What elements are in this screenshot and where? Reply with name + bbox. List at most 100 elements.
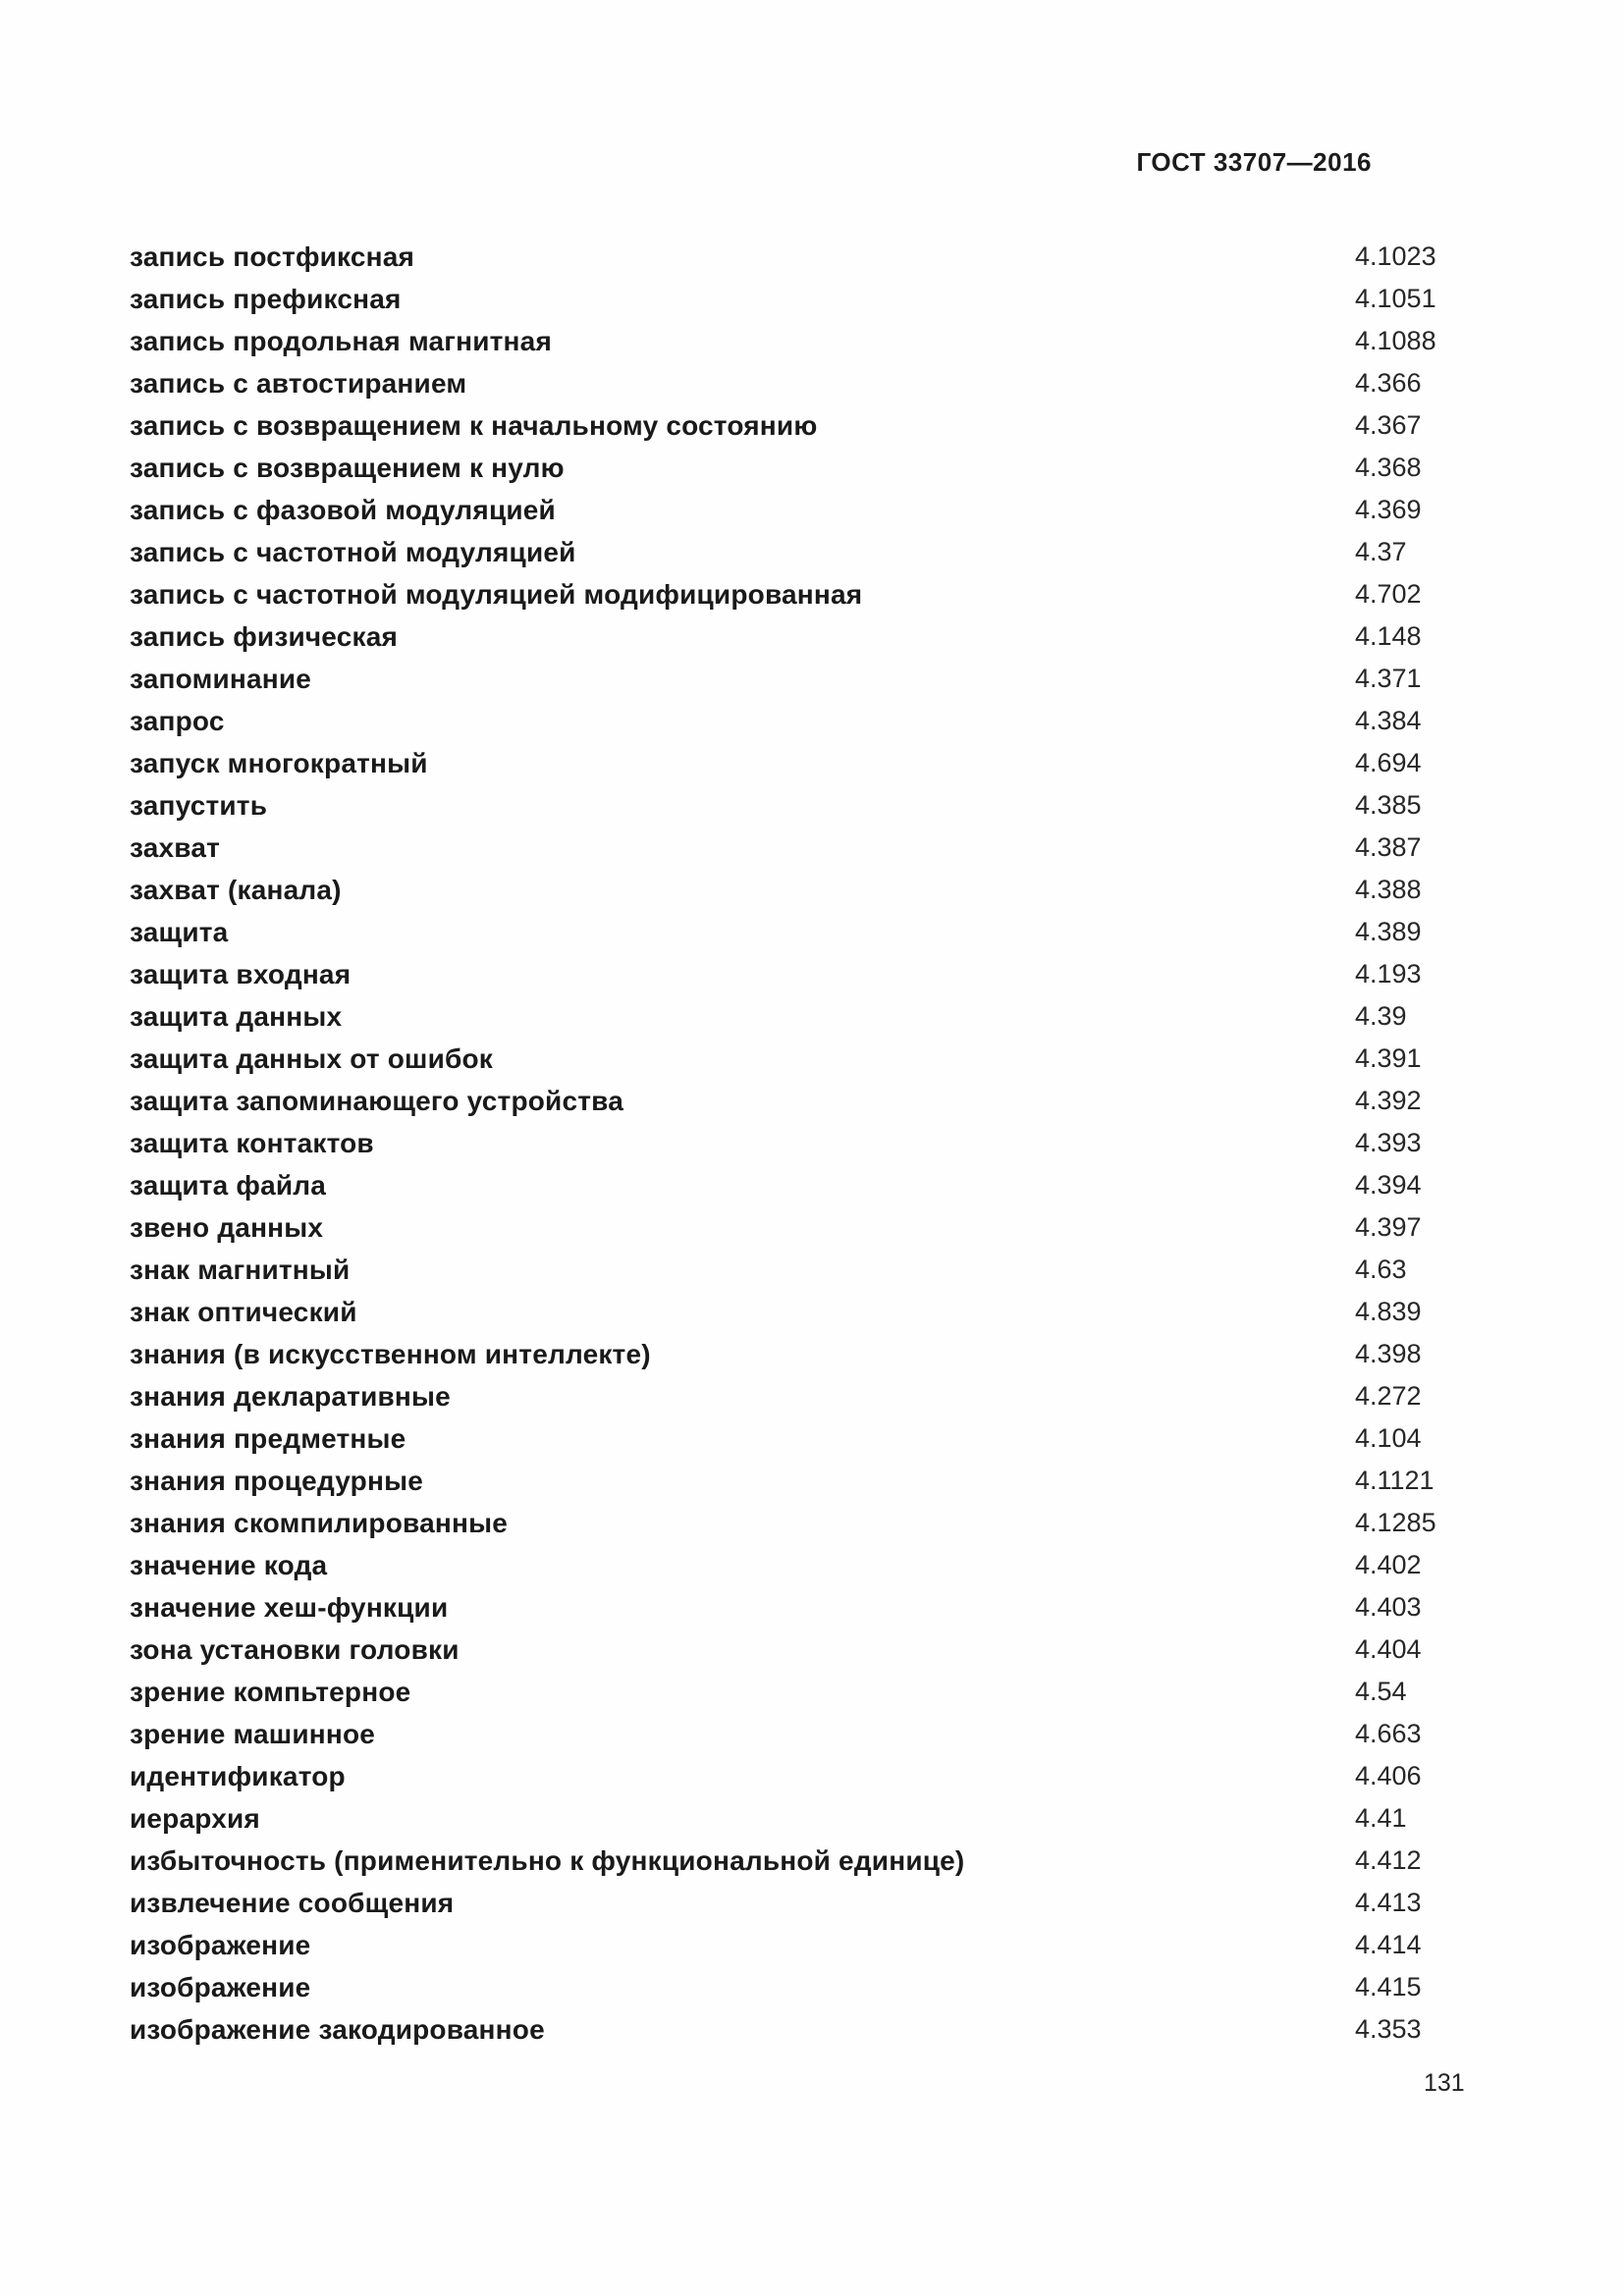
term-label: запись с автостиранием bbox=[130, 367, 467, 399]
ref-number: 4.1285 bbox=[1355, 1508, 1436, 1537]
index-row: знак оптический 4.839 bbox=[130, 1291, 1496, 1333]
ref-number: 4.37 bbox=[1355, 537, 1407, 566]
ref-number: 4.385 bbox=[1355, 790, 1422, 820]
term-label: идентификатор bbox=[130, 1760, 346, 1791]
term-label: запуск многократный bbox=[130, 747, 428, 778]
term-label: зона установки головки bbox=[130, 1633, 460, 1665]
ref-number: 4.1023 bbox=[1355, 241, 1436, 271]
ref-number: 4.694 bbox=[1355, 748, 1422, 777]
term-label: запрос bbox=[130, 705, 225, 736]
index-row: знания декларативные 4.272 bbox=[130, 1375, 1496, 1417]
index-row: запустить 4.385 bbox=[130, 784, 1496, 827]
ref-number: 4.391 bbox=[1355, 1043, 1422, 1073]
index-row: зона установки головки 4.404 bbox=[130, 1629, 1496, 1671]
term-label: значение кода bbox=[130, 1549, 328, 1580]
term-label: захват bbox=[130, 831, 221, 863]
term-label: защита данных от ошибок bbox=[130, 1042, 494, 1074]
ref-number: 4.393 bbox=[1355, 1128, 1422, 1157]
ref-number: 4.368 bbox=[1355, 453, 1422, 482]
term-label: защита контактов bbox=[130, 1127, 374, 1158]
ref-number: 4.367 bbox=[1355, 410, 1422, 440]
index-row: запись продольная магнитная 4.1088 bbox=[130, 320, 1496, 362]
index-row: знания предметные 4.104 bbox=[130, 1417, 1496, 1460]
ref-number: 4.392 bbox=[1355, 1086, 1422, 1115]
ref-number: 4.403 bbox=[1355, 1592, 1422, 1622]
term-label: запись с фазовой модуляцией bbox=[130, 494, 556, 525]
index-row: запись с возвращением к начальному состо… bbox=[130, 404, 1496, 447]
index-row: запись физическая 4.148 bbox=[130, 615, 1496, 658]
index-row: изображение 4.415 bbox=[130, 1966, 1496, 2008]
ref-number: 4.41 bbox=[1355, 1803, 1407, 1833]
ref-number: 4.702 bbox=[1355, 579, 1422, 609]
index-row: запись с автостиранием 4.366 bbox=[130, 362, 1496, 404]
index-row: иерархия 4.41 bbox=[130, 1797, 1496, 1840]
ref-number: 4.272 bbox=[1355, 1381, 1422, 1411]
term-label: запись префиксная bbox=[130, 283, 402, 314]
ref-number: 4.663 bbox=[1355, 1719, 1422, 1748]
index-row: защита 4.389 bbox=[130, 911, 1496, 953]
ref-number: 4.412 bbox=[1355, 1845, 1422, 1875]
index-row: защита файла 4.394 bbox=[130, 1164, 1496, 1206]
ref-number: 4.839 bbox=[1355, 1297, 1422, 1326]
index-row: запись префиксная 4.1051 bbox=[130, 278, 1496, 320]
ref-number: 4.54 bbox=[1355, 1677, 1407, 1706]
term-label: иерархия bbox=[130, 1802, 260, 1834]
term-label: защита bbox=[130, 916, 229, 947]
index-row: захват (канала) 4.388 bbox=[130, 869, 1496, 911]
term-label: знания скомпилированные bbox=[130, 1507, 508, 1538]
ref-number: 4.384 bbox=[1355, 706, 1422, 735]
term-label: запись с возвращением к начальному состо… bbox=[130, 409, 818, 441]
ref-number: 4.104 bbox=[1355, 1423, 1422, 1453]
index-row: запись с частотной модуляцией модифициро… bbox=[130, 573, 1496, 615]
term-label: значение хеш-функции bbox=[130, 1591, 449, 1623]
term-label: изображение закодированное bbox=[130, 2013, 545, 2045]
ref-number: 4.1121 bbox=[1355, 1466, 1435, 1495]
index-row: знания скомпилированные 4.1285 bbox=[130, 1502, 1496, 1544]
term-label: запись продольная магнитная bbox=[130, 325, 552, 356]
term-label: защита входная bbox=[130, 958, 352, 989]
term-label: запись физическая bbox=[130, 620, 399, 652]
term-label: знания (в искусственном интеллекте) bbox=[130, 1338, 651, 1369]
ref-number: 4.394 bbox=[1355, 1170, 1422, 1200]
ref-number: 4.1051 bbox=[1355, 284, 1436, 313]
ref-number: 4.371 bbox=[1355, 664, 1422, 693]
index-row: защита контактов 4.393 bbox=[130, 1122, 1496, 1164]
index-row: знак магнитный 4.63 bbox=[130, 1249, 1496, 1291]
index-row: запуск многократный 4.694 bbox=[130, 742, 1496, 784]
index-row: защита входная 4.193 bbox=[130, 953, 1496, 995]
term-label: защита файла bbox=[130, 1169, 327, 1201]
term-label: избыточность (применительно к функционал… bbox=[130, 1844, 965, 1876]
ref-number: 4.402 bbox=[1355, 1550, 1422, 1579]
index-row: изображение закодированное 4.353 bbox=[130, 2008, 1496, 2051]
index-row: запись постфиксная 4.1023 bbox=[130, 236, 1496, 278]
index-row: зрение машинное 4.663 bbox=[130, 1713, 1496, 1755]
ref-number: 4.1088 bbox=[1355, 326, 1436, 355]
term-label: знания декларативные bbox=[130, 1380, 451, 1412]
index-row: запрос 4.384 bbox=[130, 700, 1496, 742]
index-row: значение хеш-функции 4.403 bbox=[130, 1586, 1496, 1629]
standard-code-header: ГОСТ 33707—2016 bbox=[1136, 147, 1372, 177]
term-label: запись с возвращением к нулю bbox=[130, 452, 565, 483]
index-row: идентификатор 4.406 bbox=[130, 1755, 1496, 1797]
term-label: запись с частотной модуляцией модифициро… bbox=[130, 578, 863, 610]
index-row: знания процедурные 4.1121 bbox=[130, 1460, 1496, 1502]
index-row: изображение 4.414 bbox=[130, 1924, 1496, 1966]
term-label: знания процедурные bbox=[130, 1465, 423, 1496]
ref-number: 4.39 bbox=[1355, 1001, 1407, 1031]
term-label: защита запоминающего устройства bbox=[130, 1085, 623, 1116]
index-row: защита данных 4.39 bbox=[130, 995, 1496, 1038]
term-label: защита данных bbox=[130, 1000, 343, 1032]
term-label: захват (канала) bbox=[130, 874, 342, 905]
index-row: зрение компьтерное 4.54 bbox=[130, 1671, 1496, 1713]
index-row: запись с фазовой модуляцией 4.369 bbox=[130, 489, 1496, 531]
ref-number: 4.389 bbox=[1355, 917, 1422, 946]
index-row: извлечение сообщения 4.413 bbox=[130, 1882, 1496, 1924]
index-list: запись постфиксная 4.1023 запись префиксна… bbox=[130, 236, 1496, 2051]
ref-number: 4.353 bbox=[1355, 2014, 1422, 2044]
ref-number: 4.193 bbox=[1355, 959, 1422, 988]
term-label: изображение bbox=[130, 1929, 311, 1960]
page-number: 131 bbox=[1424, 2069, 1465, 2097]
term-label: знак магнитный bbox=[130, 1254, 351, 1285]
ref-number: 4.413 bbox=[1355, 1888, 1422, 1917]
